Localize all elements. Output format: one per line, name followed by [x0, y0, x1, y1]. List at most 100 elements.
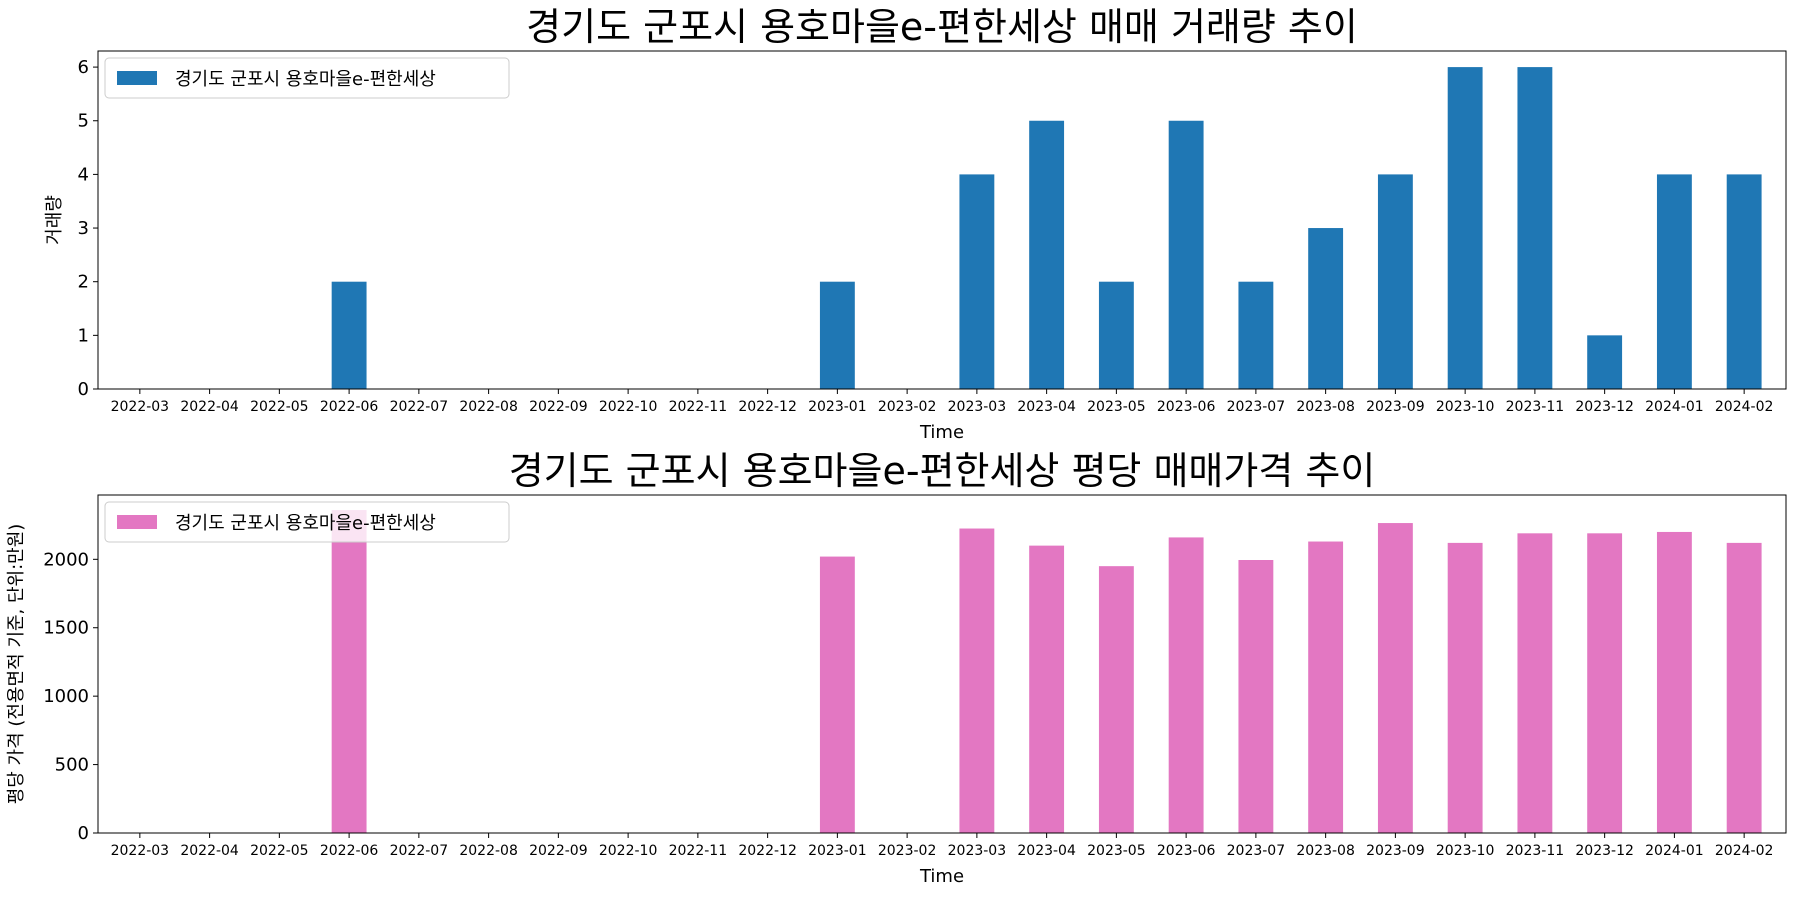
x-tick-label: 2022-06 [320, 399, 379, 415]
y-tick-label: 5 [78, 111, 89, 132]
x-tick-label: 2022-03 [111, 399, 170, 415]
bar-2023-03 [959, 174, 995, 389]
x-tick-label: 2023-12 [1575, 399, 1634, 415]
x-tick-label: 2023-10 [1436, 843, 1495, 859]
x-tick-label: 2023-06 [1157, 399, 1216, 415]
x-tick-label: 2023-05 [1087, 399, 1146, 415]
bar-2023-07 [1238, 560, 1274, 833]
bar-2023-04 [1029, 120, 1065, 389]
x-tick-label: 2022-07 [390, 843, 449, 859]
bar-2024-01 [1656, 174, 1692, 389]
legend: 경기도 군포시 용호마을e-편한세상 [104, 501, 510, 543]
x-tick-label: 2022-08 [459, 843, 518, 859]
bar-2024-01 [1656, 531, 1692, 833]
x-tick-label: 2023-12 [1575, 843, 1634, 859]
x-axis-label: Time [919, 866, 964, 887]
bar-2024-02 [1726, 174, 1762, 389]
y-axis-label: 거래량 [44, 195, 65, 245]
x-tick-label: 2022-12 [738, 399, 797, 415]
bar-2023-05 [1098, 566, 1134, 833]
x-tick-label: 2023-04 [1017, 843, 1076, 859]
legend-swatch [117, 515, 157, 529]
x-tick-label: 2023-04 [1017, 399, 1076, 415]
x-tick-label: 2024-01 [1645, 399, 1704, 415]
bar-2023-04 [1029, 545, 1065, 833]
plot-frame [97, 494, 1787, 834]
chart-title: 경기도 군포시 용호마을e-편한세상 평당 매매가격 추이 [509, 449, 1376, 493]
bar-2023-11 [1517, 533, 1553, 833]
x-tick-label: 2023-07 [1227, 843, 1286, 859]
x-tick-label: 2024-02 [1715, 843, 1774, 859]
chart-panel-1: 경기도 군포시 용호마을e-편한세상 매매 거래량 추이 2022-03 2022-… [44, 5, 1787, 443]
y-tick-label: 1500 [43, 618, 89, 639]
x-tick-label: 2022-08 [459, 399, 518, 415]
chart-title: 경기도 군포시 용호마을e-편한세상 매매 거래량 추이 [526, 5, 1358, 49]
bar-2023-10 [1447, 542, 1483, 833]
y-tick-label: 4 [78, 164, 89, 185]
legend-label: 경기도 군포시 용호마을e-편한세상 [175, 513, 436, 534]
y-tick-label: 0 [78, 379, 89, 400]
bar-2023-08 [1308, 541, 1344, 833]
chart-panel-2: 경기도 군포시 용호마을e-편한세상 평당 매매가격 추이 2022-03 2022… [6, 449, 1787, 887]
bar-2023-07 [1238, 281, 1274, 389]
x-tick-label: 2023-08 [1296, 399, 1355, 415]
x-tick-label: 2023-06 [1157, 843, 1216, 859]
x-tick-label: 2022-11 [669, 399, 728, 415]
x-tick-label: 2023-11 [1506, 399, 1565, 415]
x-tick-label: 2023-01 [808, 399, 867, 415]
legend-box [104, 57, 510, 99]
bar-2023-12 [1587, 335, 1623, 389]
x-tick-label: 2022-07 [390, 399, 449, 415]
y-tick-label: 3 [78, 218, 89, 239]
x-tick-label: 2022-04 [180, 843, 239, 859]
bar-2022-06 [331, 281, 367, 389]
x-tick-label: 2023-09 [1366, 843, 1425, 859]
x-tick-label: 2022-10 [599, 399, 658, 415]
x-tick-label: 2022-05 [250, 399, 309, 415]
legend: 경기도 군포시 용호마을e-편한세상 [104, 57, 510, 99]
x-tick-label: 2023-10 [1436, 399, 1495, 415]
x-tick-label: 2024-02 [1715, 399, 1774, 415]
bar-2023-09 [1377, 523, 1413, 833]
x-tick-label: 2023-11 [1506, 843, 1565, 859]
x-tick-label: 2023-02 [878, 843, 937, 859]
bar-2023-01 [819, 556, 855, 833]
x-tick-label: 2023-02 [878, 399, 937, 415]
x-tick-label: 2023-03 [948, 399, 1007, 415]
x-tick-label: 2023-03 [948, 843, 1007, 859]
plot-frame [97, 50, 1787, 390]
legend-swatch [117, 71, 157, 85]
y-tick-label: 2 [78, 272, 89, 293]
bar-2023-05 [1098, 281, 1134, 389]
x-tick-label: 2023-05 [1087, 843, 1146, 859]
x-tick-label: 2024-01 [1645, 843, 1704, 859]
x-tick-label: 2022-11 [669, 843, 728, 859]
bar-2023-06 [1168, 537, 1204, 833]
x-tick-label: 2022-06 [320, 843, 379, 859]
x-tick-label: 2023-08 [1296, 843, 1355, 859]
y-axis-label: 평당 가격 (전용면적 기준, 단위:만원) [6, 524, 27, 805]
y-tick-label: 0 [78, 823, 89, 844]
bar-2023-03 [959, 528, 995, 833]
y-tick-label: 1 [78, 325, 89, 346]
y-tick-label: 1000 [43, 686, 89, 707]
x-tick-label: 2022-05 [250, 843, 309, 859]
x-tick-label: 2022-10 [599, 843, 658, 859]
x-tick-label: 2023-01 [808, 843, 867, 859]
y-tick-label: 2000 [43, 549, 89, 570]
bar-2024-02 [1726, 542, 1762, 833]
x-tick-label: 2022-09 [529, 399, 588, 415]
x-tick-label: 2022-04 [180, 399, 239, 415]
y-tick-label: 500 [55, 755, 89, 776]
x-tick-label: 2023-09 [1366, 399, 1425, 415]
bar-2022-06 [331, 510, 367, 833]
legend-label: 경기도 군포시 용호마을e-편한세상 [175, 69, 436, 90]
bar-2023-09 [1377, 174, 1413, 389]
y-tick-label: 6 [78, 57, 89, 78]
x-tick-label: 2023-07 [1227, 399, 1286, 415]
bar-2023-11 [1517, 67, 1553, 389]
bar-2023-08 [1308, 228, 1344, 389]
x-tick-label: 2022-12 [738, 843, 797, 859]
